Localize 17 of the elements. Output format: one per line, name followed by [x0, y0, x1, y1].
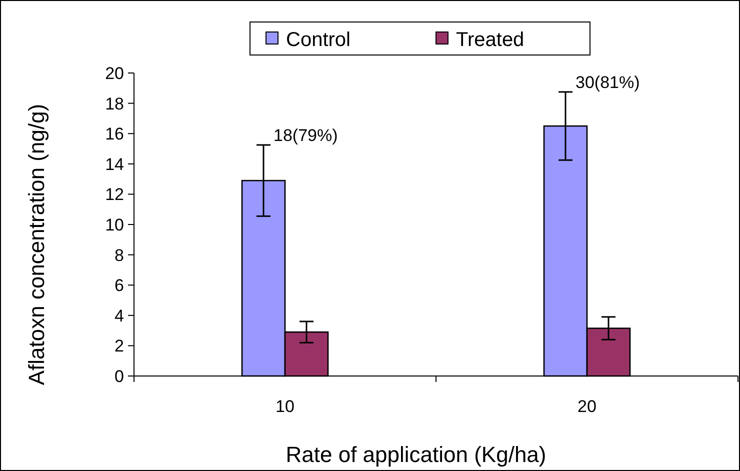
y-tick-label: 12 [105, 185, 124, 204]
y-tick-label: 4 [114, 306, 124, 326]
y-axis-title: Aflatoxn concentration (ng/g) [24, 104, 49, 386]
y-tick-label: 14 [105, 154, 124, 174]
annotation: 30(81%) [576, 72, 640, 92]
y-tick-label: 18 [105, 94, 124, 114]
legend-label: Control [286, 29, 350, 51]
y-tick-label: 6 [114, 276, 124, 296]
y-tick-label: 0 [114, 366, 124, 386]
y-tick-label: 20 [105, 64, 124, 83]
legend-label: Treated [456, 29, 524, 51]
y-tick-label: 8 [114, 246, 124, 265]
annotation: 18(79%) [274, 126, 338, 145]
y-tick-label: 2 [114, 336, 124, 356]
y-tick-label: 10 [105, 215, 124, 234]
x-axis-title: Rate of application (Kg/ha) [286, 442, 546, 467]
y-tick-label: 16 [105, 124, 124, 144]
